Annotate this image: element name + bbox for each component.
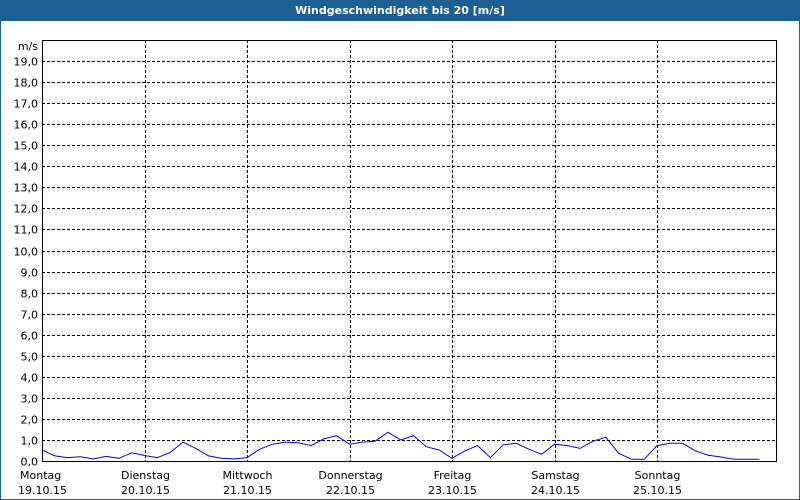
x-tick-day-label: Dienstag: [121, 469, 170, 482]
window-title: Windgeschwindigkeit bis 20 [m/s]: [1, 1, 799, 21]
y-tick-label: 11,0: [14, 224, 39, 237]
y-tick-label: 5,0: [21, 351, 39, 364]
x-tick-date-label: 25.10.15: [633, 484, 682, 497]
y-tick-label: 13,0: [14, 182, 39, 195]
y-tick-label: 6,0: [21, 330, 39, 343]
x-tick-day-label: Freitag: [434, 469, 472, 482]
y-tick-label: 0,0: [21, 456, 39, 469]
x-tick-day-label: Mittwoch: [223, 469, 273, 482]
y-tick-label: 18,0: [14, 77, 39, 90]
x-tick-day-label: Samstag: [531, 469, 579, 482]
plot-frame: [42, 40, 777, 462]
x-tick-day-label: Montag: [20, 469, 61, 482]
x-tick-date-label: 20.10.15: [121, 484, 170, 497]
x-tick-date-label: 22.10.15: [326, 484, 375, 497]
wind-speed-line: [41, 431, 760, 460]
y-tick-label: 1,0: [21, 435, 39, 448]
y-axis-unit-label: m/s: [18, 40, 38, 53]
y-tick-label: 4,0: [21, 372, 39, 385]
x-tick-day-label: Donnerstag: [318, 469, 382, 482]
y-tick-label: 9,0: [21, 267, 39, 280]
y-tick-label: 16,0: [14, 119, 39, 132]
y-tick-label: 15,0: [14, 140, 39, 153]
y-tick-label: 17,0: [14, 98, 39, 111]
x-tick-day-label: Sonntag: [635, 469, 681, 482]
y-tick-label: 8,0: [21, 288, 39, 301]
y-tick-label: 10,0: [14, 246, 39, 259]
x-tick-date-label: 19.10.15: [18, 484, 67, 497]
y-tick-label: 3,0: [21, 393, 39, 406]
x-tick-date-label: 23.10.15: [428, 484, 477, 497]
y-tick-label: 7,0: [21, 309, 39, 322]
x-tick-date-label: 24.10.15: [531, 484, 580, 497]
x-tick-date-label: 21.10.15: [223, 484, 272, 497]
y-tick-label: 2,0: [21, 414, 39, 427]
y-tick-label: 19,0: [14, 56, 39, 69]
y-tick-label: 14,0: [14, 161, 39, 174]
y-tick-label: 12,0: [14, 203, 39, 216]
